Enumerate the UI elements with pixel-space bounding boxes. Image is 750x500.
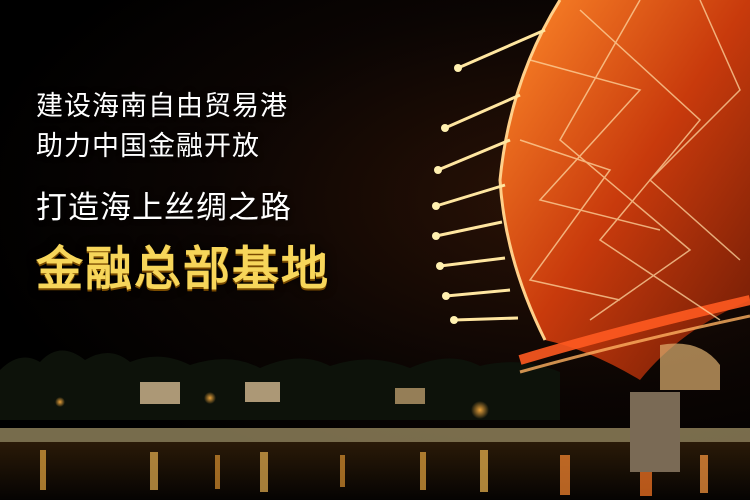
waterfront-railing [0, 428, 750, 442]
headline-line-2: 助力中国金融开放 [36, 131, 260, 162]
lit-bridge-illustration [432, 0, 750, 390]
bridge-pier [630, 392, 680, 472]
headline-line-1: 建设海南自由贸易港 [36, 91, 288, 122]
headline-highlight: 金融总部基地 [36, 242, 330, 297]
water-reflection [0, 442, 750, 500]
water-light-streaks [40, 450, 708, 496]
city-skyline-silhouette [0, 350, 560, 420]
headline-line-3: 打造海上丝绸之路 [36, 190, 292, 226]
